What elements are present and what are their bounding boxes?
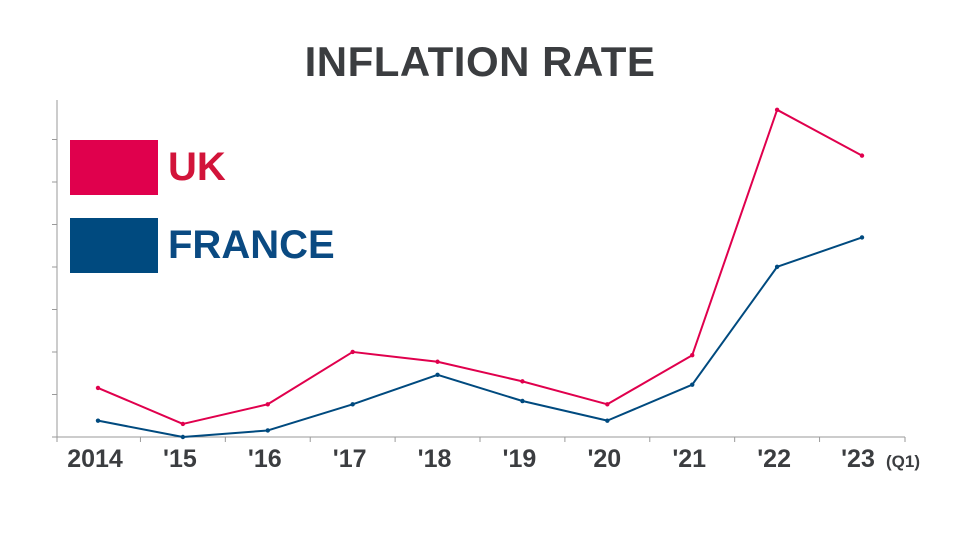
x-tick-label: '17 (333, 445, 367, 473)
data-point-france (774, 264, 780, 270)
legend-label-uk: UK (168, 145, 226, 189)
x-tick-label: '23 (841, 445, 875, 473)
data-point-uk (774, 107, 780, 113)
data-point-france (435, 372, 440, 378)
series-line-uk (97, 108, 863, 425)
data-point-france (859, 235, 865, 240)
x-tick-label: '16 (248, 445, 282, 473)
x-tick-label: '15 (163, 445, 197, 473)
data-point-uk (859, 153, 865, 158)
data-point-uk (605, 402, 610, 407)
legend-label-france: FRANCE (168, 223, 335, 267)
data-point-france (605, 418, 610, 423)
x-tick-label: '21 (672, 445, 706, 473)
data-point-uk (690, 353, 695, 358)
data-point-uk (95, 385, 101, 391)
data-point-uk (265, 402, 270, 407)
x-tick-label: '22 (757, 445, 791, 473)
data-point-france (265, 428, 270, 433)
data-point-france (180, 434, 186, 440)
x-tick-label-suffix: (Q1) (886, 452, 920, 471)
series-line-france (97, 236, 863, 438)
chart-title: INFLATION RATE (304, 38, 656, 85)
data-point-france (350, 402, 355, 407)
data-point-uk (350, 349, 355, 355)
x-tick-label: 2014 (67, 445, 123, 473)
data-point-uk (435, 359, 440, 364)
x-tick-label: '20 (587, 445, 621, 473)
data-point-france (520, 398, 525, 404)
legend-item-france: FRANCE (70, 218, 335, 273)
legend-swatch-uk (70, 140, 158, 195)
legend-swatch-france (70, 218, 158, 273)
data-point-uk (520, 379, 525, 384)
x-tick-label: '18 (418, 445, 452, 473)
data-point-france (95, 418, 101, 423)
x-tick-label: '19 (503, 445, 537, 473)
legend-item-uk: UK (70, 140, 226, 195)
data-point-uk (180, 421, 186, 427)
data-point-france (690, 382, 695, 387)
